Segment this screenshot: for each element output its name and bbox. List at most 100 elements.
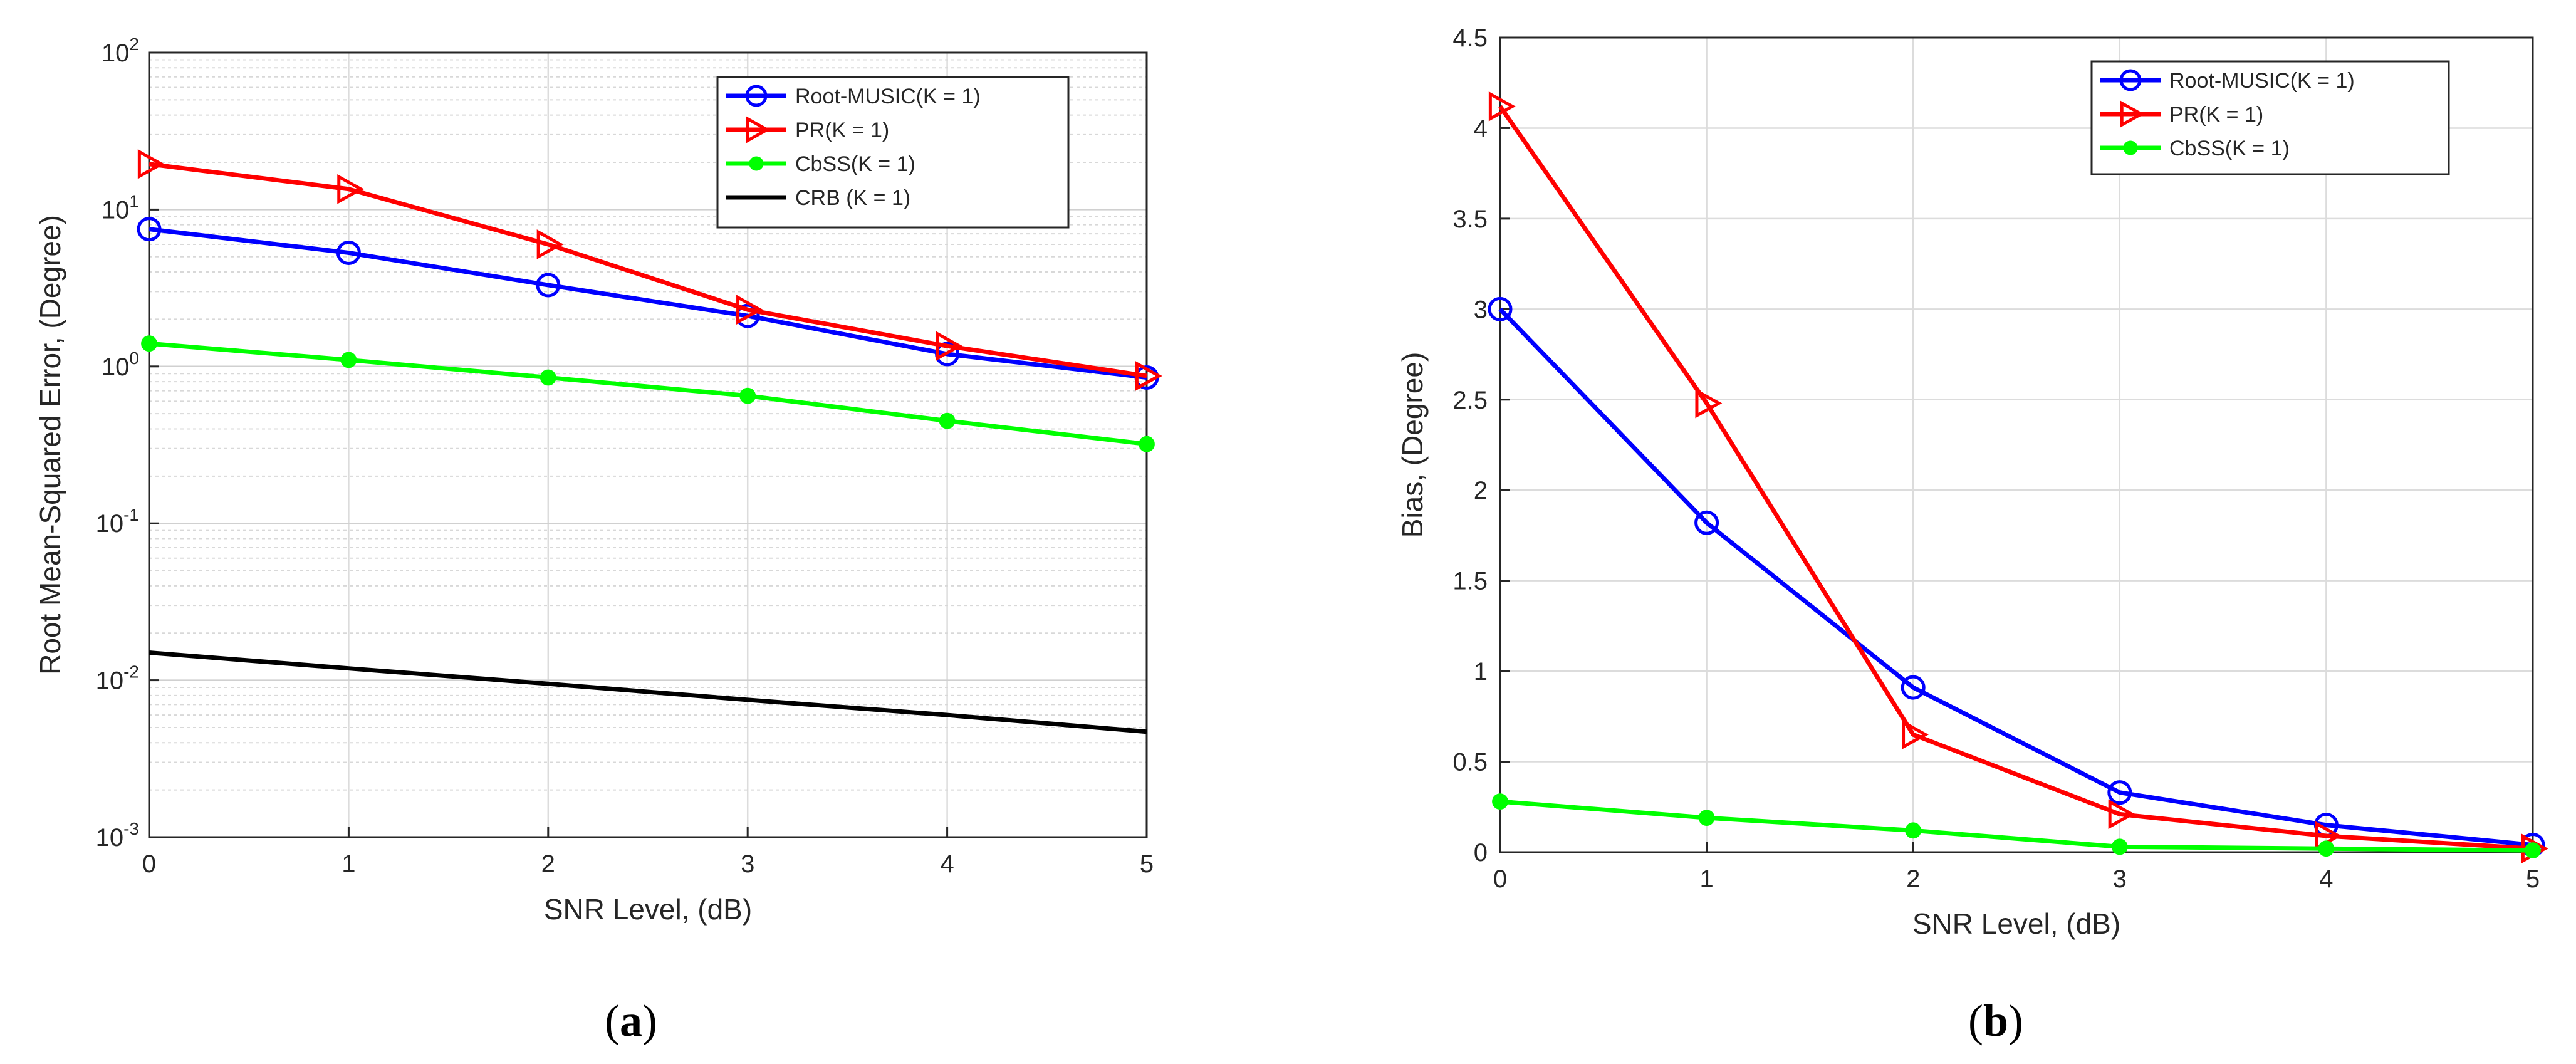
tick-base: 10 bbox=[102, 39, 130, 67]
dot-marker bbox=[141, 335, 157, 352]
dot-marker bbox=[1492, 793, 1508, 810]
x-tick-label: 4 bbox=[940, 850, 954, 878]
y-tick-label: 10-2 bbox=[96, 662, 139, 695]
dot-marker bbox=[2318, 840, 2335, 857]
series-line bbox=[149, 227, 1147, 380]
triangle-marker bbox=[536, 229, 564, 259]
triangle-marker bbox=[1488, 91, 1516, 122]
y-tick-label: 1.5 bbox=[1452, 568, 1488, 595]
panel-label-a: (a) bbox=[605, 996, 657, 1046]
tick-exponent: -2 bbox=[123, 662, 139, 682]
circle-marker bbox=[1488, 296, 1513, 321]
circle-marker bbox=[536, 273, 561, 298]
legend-label: Root-MUSIC(K = 1) bbox=[2169, 69, 2355, 93]
panel-label-b: (b) bbox=[1968, 996, 2023, 1046]
dot-marker bbox=[1905, 822, 1922, 839]
legend-entry: CbSS(K = 1) bbox=[2100, 137, 2290, 160]
series-cbss-k-1- bbox=[141, 335, 1155, 452]
y-tick-label: 2.5 bbox=[1452, 387, 1488, 414]
series-lines bbox=[1488, 91, 2548, 864]
dot-marker bbox=[749, 156, 764, 171]
x-tick-label: 3 bbox=[741, 850, 754, 878]
x-tick-labels: 0 1 2 3 4 5 bbox=[142, 827, 1154, 878]
tick-base: 10 bbox=[102, 196, 130, 224]
tick-base: 10 bbox=[102, 353, 130, 381]
series-lines bbox=[137, 149, 1162, 734]
series-line bbox=[1498, 307, 2533, 847]
legend-entry: Root-MUSIC(K = 1) bbox=[2100, 69, 2355, 93]
y-tick-label: 3 bbox=[1474, 296, 1488, 323]
tick-base: 10 bbox=[96, 824, 124, 852]
x-axis-label: SNR Level, (dB) bbox=[1912, 907, 2120, 940]
legend-label: PR(K = 1) bbox=[795, 118, 889, 142]
y-tick-label: 2 bbox=[1474, 477, 1488, 504]
circle-marker bbox=[336, 240, 361, 265]
y-tick-label: 102 bbox=[102, 34, 139, 67]
y-tick-label: 4.5 bbox=[1452, 24, 1488, 52]
y-tick-label: 10-1 bbox=[96, 505, 139, 538]
x-tick-label: 0 bbox=[1493, 865, 1507, 893]
y-axis-label: Bias, (Degree) bbox=[1396, 352, 1429, 538]
legend-entry: CbSS(K = 1) bbox=[726, 152, 915, 176]
series-pr-k-1- bbox=[137, 149, 1162, 391]
x-tick-label: 2 bbox=[1906, 865, 1920, 893]
legend-entry: CRB (K = 1) bbox=[726, 186, 910, 210]
panel-letter: a bbox=[620, 996, 642, 1046]
series-root-music-k-1- bbox=[137, 217, 1159, 390]
dot-marker bbox=[540, 369, 556, 386]
chart-panel-b: 0 1 2 3 4 5 0 0.5 1 1.5 2 2.5 3 3.5 4 4.5 SNR Level, (… bbox=[1396, 24, 2548, 1046]
triangle-marker bbox=[746, 116, 771, 143]
triangle-marker bbox=[337, 174, 365, 204]
dot-marker bbox=[1698, 810, 1715, 827]
y-tick-label: 100 bbox=[102, 348, 139, 381]
legend-entry: Root-MUSIC(K = 1) bbox=[726, 85, 981, 108]
triangle-marker bbox=[1135, 361, 1162, 391]
legend-label: CbSS(K = 1) bbox=[795, 152, 915, 176]
tick-exponent: 1 bbox=[129, 191, 139, 211]
series-cbss-k-1- bbox=[1492, 793, 2541, 859]
legend-label: PR(K = 1) bbox=[2169, 103, 2263, 127]
tick-base: 10 bbox=[96, 667, 124, 695]
legend-box bbox=[716, 76, 1070, 229]
triangle-marker bbox=[2120, 100, 2145, 128]
y-tick-label: 10-3 bbox=[96, 819, 139, 852]
x-tick-label: 5 bbox=[2526, 865, 2540, 893]
legend-entry: PR(K = 1) bbox=[726, 116, 889, 143]
triangle-marker bbox=[137, 149, 165, 179]
x-tick-label: 5 bbox=[1140, 850, 1154, 878]
legend-label: Root-MUSIC(K = 1) bbox=[795, 85, 981, 108]
series-line bbox=[149, 650, 1147, 734]
x-tick-label: 3 bbox=[2113, 865, 2127, 893]
dot-marker bbox=[2123, 140, 2138, 155]
circle-marker bbox=[2119, 69, 2142, 91]
legend-label: CRB (K = 1) bbox=[795, 186, 910, 210]
dot-marker bbox=[739, 387, 756, 404]
panel-letter: b bbox=[1983, 996, 2008, 1046]
tick-exponent: 2 bbox=[129, 34, 139, 54]
circle-marker bbox=[1901, 675, 1926, 700]
triangle-marker bbox=[1902, 719, 1929, 750]
y-tick-label: 101 bbox=[102, 191, 139, 224]
tick-exponent: -1 bbox=[123, 505, 139, 524]
y-tick-label: 1 bbox=[1474, 658, 1488, 686]
x-tick-label: 4 bbox=[2319, 865, 2333, 893]
y-tick-label: 4 bbox=[1474, 115, 1488, 142]
dot-marker bbox=[939, 412, 956, 429]
x-axis-label: SNR Level, (dB) bbox=[544, 893, 752, 926]
circle-marker bbox=[2107, 780, 2132, 805]
x-tick-labels: 0 1 2 3 4 5 bbox=[1493, 842, 2540, 893]
series-crb-k-1- bbox=[149, 650, 1147, 734]
dot-marker bbox=[2111, 838, 2128, 855]
x-tick-label: 2 bbox=[541, 850, 555, 878]
tick-exponent: -3 bbox=[123, 819, 139, 838]
y-tick-label: 0.5 bbox=[1452, 749, 1488, 776]
series-line bbox=[1499, 799, 2533, 853]
tick-exponent: 0 bbox=[129, 348, 139, 368]
legend: Root-MUSIC(K = 1) PR(K = 1) CbSS(K = 1) CRB… bbox=[716, 76, 1070, 229]
legend: Root-MUSIC(K = 1) PR(K = 1) CbSS(K = 1) bbox=[2090, 60, 2450, 175]
x-tick-label: 0 bbox=[142, 850, 156, 878]
circle-marker bbox=[1694, 510, 1719, 535]
